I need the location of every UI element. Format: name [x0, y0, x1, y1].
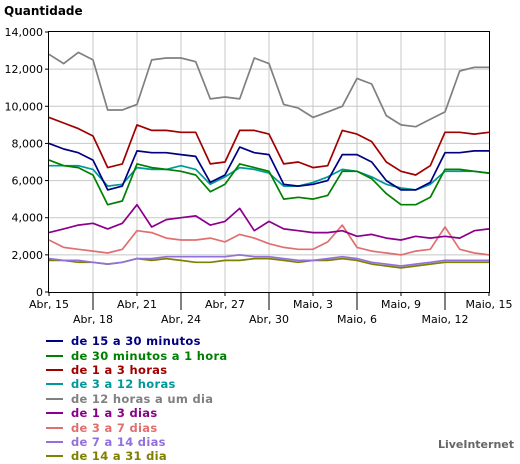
x-tick-label: Maio, 9: [381, 298, 421, 311]
legend-item: de 12 horas a um dia: [46, 392, 227, 406]
legend-swatch: [46, 412, 63, 415]
legend-item: de 15 a 30 minutos: [46, 334, 227, 348]
chart-title: Quantidade: [4, 4, 83, 18]
grid: [49, 32, 489, 292]
legend-label: de 7 a 14 dias: [71, 434, 166, 449]
legend-label: de 15 a 30 minutos: [71, 334, 201, 349]
legend-swatch: [46, 397, 63, 400]
y-axis: 0 2,000 4,000 6,000 8,000 10,000 12,000 14,000: [5, 26, 49, 299]
legend-swatch: [46, 354, 63, 357]
x-tick-label: Maio, 6: [337, 313, 377, 326]
legend: de 15 a 30 minutos de 30 minutos a 1 hora…: [46, 334, 227, 464]
series-line-de-7-a-14-dias: [48, 254, 489, 267]
plot-frame: [48, 31, 490, 293]
y-tick-label: 4,000: [12, 212, 44, 225]
series-line-de-15-a-30-minutos: [48, 142, 489, 191]
series-line-de-1-a-3-dias: [48, 203, 490, 241]
series-line-de-1-a-3-horas: [48, 116, 490, 176]
legend-swatch: [46, 383, 63, 386]
x-tick-label: Abr, 30: [249, 313, 289, 326]
x-tick-label: Abr, 27: [205, 298, 245, 311]
series-line-de-12-horas-a-um-dia: [48, 51, 489, 128]
legend-swatch: [46, 455, 63, 458]
plot-lines: [48, 51, 490, 269]
legend-item: de 1 a 3 horas: [46, 363, 227, 377]
legend-swatch: [46, 368, 63, 371]
legend-item: de 30 minutos a 1 hora: [46, 348, 228, 363]
x-tick-label: Abr, 21: [117, 298, 157, 311]
x-tick-label: Maio, 3: [293, 298, 333, 311]
legend-label: de 1 a 3 dias: [71, 406, 158, 421]
y-tick-label: 10,000: [5, 100, 44, 113]
series-line-de-3-a-7-dias: [48, 224, 490, 256]
legend-swatch: [46, 440, 63, 443]
legend-label: de 3 a 12 horas: [71, 377, 176, 392]
y-tick-label: 12,000: [5, 63, 44, 76]
y-tick-label: 2,000: [12, 249, 44, 262]
legend-swatch: [46, 426, 63, 429]
legend-item: de 1 a 3 dias: [46, 406, 227, 420]
legend-label: de 30 minutos a 1 hora: [71, 348, 228, 363]
y-tick-label: 8,000: [12, 137, 44, 150]
x-tick-label: Maio, 15: [465, 298, 512, 311]
legend-item: de 7 a 14 dias: [46, 435, 227, 449]
y-tick-label: 14,000: [5, 26, 44, 39]
y-tick-label: 0: [36, 286, 43, 299]
legend-item: de 14 a 31 dia: [46, 449, 227, 463]
brand-label: LiveInternet: [437, 438, 514, 451]
x-tick-label: Abr, 18: [73, 313, 113, 326]
legend-label: de 3 a 7 dias: [71, 420, 158, 435]
x-tick-label: Maio, 12: [421, 313, 468, 326]
y-tick-label: 6,000: [12, 175, 44, 188]
series-line-de-30-minutos-a-1-hora: [48, 159, 490, 206]
legend-swatch: [46, 340, 63, 343]
legend-label: de 1 a 3 horas: [71, 362, 168, 377]
x-tick-label: Abr, 15: [29, 298, 69, 311]
legend-label: de 14 a 31 dia: [71, 449, 167, 464]
x-axis: Abr, 15 Abr, 18 Abr, 21 Abr, 24 Abr, 27 Abr, …: [29, 292, 513, 326]
legend-label: de 12 horas a um dia: [71, 391, 214, 406]
x-tick-label: Abr, 24: [161, 313, 201, 326]
legend-item: de 3 a 12 horas: [46, 377, 227, 391]
legend-item: de 3 a 7 dias: [46, 420, 227, 435]
